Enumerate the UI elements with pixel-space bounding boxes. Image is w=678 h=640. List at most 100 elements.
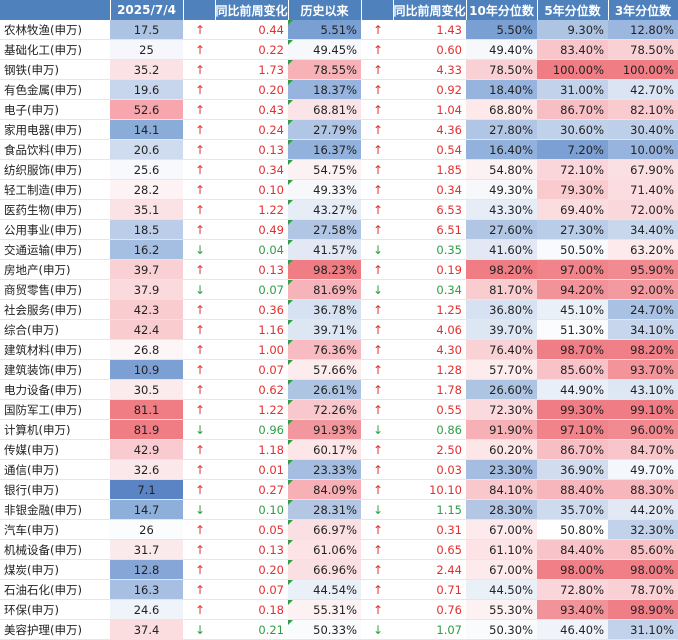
weekly-change-cell: 0.86 (393, 419, 466, 440)
percentile-3y-cell: 10.00% (608, 139, 678, 160)
industry-name-cell: 传媒(申万) (0, 439, 110, 460)
change-arrow-icon-text: ↑ (373, 262, 384, 277)
change-arrow-icon-text: ↑ (195, 142, 206, 157)
pe-value-cell: 35.1 (110, 199, 183, 220)
weekly-change-cell: 0.62 (215, 379, 288, 400)
weekly-change-cell-text: 0.96 (258, 422, 284, 437)
industry-name-cell-text: 交通运输(申万) (4, 242, 82, 257)
industry-name-cell-text: 国防军工(申万) (4, 402, 82, 417)
change-arrow-icon: ↑ (361, 99, 393, 120)
historical-percentile-cell-text: 5.51% (320, 22, 357, 37)
weekly-change-cell: 0.60 (393, 39, 466, 60)
weekly-change-cell-text: 1.28 (436, 362, 462, 377)
change-arrow-icon: ↑ (183, 259, 215, 280)
industry-name-cell-text: 建筑装饰(申万) (4, 362, 82, 377)
change-arrow-icon: ↑ (361, 339, 393, 360)
pe-value-cell-text: 26 (139, 522, 154, 537)
weekly-change-cell-text: 0.34 (258, 162, 284, 177)
percentile-10y-cell: 72.30% (466, 399, 537, 420)
percentile-10y-cell: 16.40% (466, 139, 537, 160)
change-arrow-icon: ↑ (183, 219, 215, 240)
weekly-change-cell: 0.01 (215, 459, 288, 480)
change-arrow-icon-text: ↓ (195, 282, 206, 297)
table-row: 计算机(申万) 81.9 ↓ 0.96 91.93% ↓ 0.86 91.90% 97.10% 9… (0, 419, 678, 440)
header-date: 2025/7/4 (110, 0, 184, 20)
green-corner-marker-icon (288, 400, 293, 405)
industry-name-cell-text: 美容护理(申万) (4, 622, 82, 637)
weekly-change-cell-text: 0.05 (258, 522, 284, 537)
percentile-10y-cell: 43.30% (466, 199, 537, 220)
industry-name-cell: 医药生物(申万) (0, 199, 110, 220)
change-arrow-icon-text: ↑ (373, 82, 384, 97)
historical-percentile-cell-text: 98.23% (313, 262, 357, 277)
percentile-10y-cell: 81.70% (466, 279, 537, 300)
change-arrow-icon-text: ↓ (195, 622, 206, 637)
percentile-3y-cell-text: 78.50% (630, 42, 674, 57)
historical-percentile-cell-text: 50.33% (313, 622, 357, 637)
historical-percentile-cell: 91.93% (288, 419, 361, 440)
weekly-change-cell: 1.00 (215, 339, 288, 360)
pe-value-cell-text: 81.9 (133, 422, 160, 437)
percentile-5y-cell: 86.70% (537, 99, 608, 120)
change-arrow-icon: ↑ (361, 219, 393, 240)
weekly-change-cell: 0.34 (393, 179, 466, 200)
percentile-3y-cell: 84.70% (608, 439, 678, 460)
weekly-change-cell: 0.31 (393, 519, 466, 540)
percentile-3y-cell-text: 44.20% (630, 502, 674, 517)
percentile-3y-cell: 82.10% (608, 99, 678, 120)
percentile-10y-cell: 68.80% (466, 99, 537, 120)
weekly-change-cell-text: 0.62 (258, 382, 284, 397)
percentile-5y-cell-text: 36.90% (560, 462, 604, 477)
percentile-3y-cell-text: 34.40% (630, 222, 674, 237)
table-row: 交通运输(申万) 16.2 ↓ 0.04 41.57% ↓ 0.35 41.60% 50.50%… (0, 239, 678, 260)
percentile-10y-cell: 49.40% (466, 39, 537, 60)
percentile-5y-cell: 86.70% (537, 439, 608, 460)
change-arrow-icon-text: ↑ (195, 102, 206, 117)
table-row: 通信(申万) 32.6 ↑ 0.01 23.33% ↑ 0.03 23.30% 36.90% 49… (0, 459, 678, 480)
percentile-10y-cell-text: 54.80% (489, 162, 533, 177)
percentile-10y-cell-text: 49.40% (489, 42, 533, 57)
industry-name-cell-text: 石油石化(申万) (4, 582, 82, 597)
weekly-change-cell-text: 0.34 (436, 282, 462, 297)
industry-name-cell: 计算机(申万) (0, 419, 110, 440)
weekly-change-cell-text: 0.54 (436, 142, 462, 157)
pe-value-cell: 25.6 (110, 159, 183, 180)
weekly-change-cell: 0.04 (215, 239, 288, 260)
industry-name-cell-text: 钢铁(申万) (4, 62, 59, 77)
percentile-3y-cell-text: 93.70% (630, 362, 674, 377)
change-arrow-icon: ↑ (361, 159, 393, 180)
weekly-change-cell-text: 4.33 (436, 62, 462, 77)
change-arrow-icon-text: ↑ (195, 222, 206, 237)
percentile-5y-cell-text: 85.60% (560, 362, 604, 377)
percentile-5y-cell-text: 31.00% (560, 82, 604, 97)
industry-name-cell-text: 计算机(申万) (4, 422, 71, 437)
weekly-change-cell-text: 0.65 (436, 542, 462, 557)
weekly-change-cell: 0.54 (393, 139, 466, 160)
green-corner-marker-icon (288, 280, 293, 285)
header-arrow-2 (361, 0, 394, 20)
industry-name-cell-text: 公用事业(申万) (4, 222, 82, 237)
change-arrow-icon-text: ↑ (373, 442, 384, 457)
change-arrow-icon: ↑ (361, 319, 393, 340)
weekly-change-cell: 0.35 (393, 239, 466, 260)
weekly-change-cell: 1.22 (215, 399, 288, 420)
weekly-change-cell-text: 1.78 (436, 382, 462, 397)
percentile-3y-cell-text: 72.00% (630, 202, 674, 217)
pe-value-cell-text: 14.7 (133, 502, 160, 517)
pe-value-cell-text: 35.2 (133, 62, 160, 77)
pe-value-cell-text: 19.6 (133, 82, 160, 97)
percentile-5y-cell-text: 27.30% (560, 222, 604, 237)
weekly-change-cell: 0.96 (215, 419, 288, 440)
pe-value-cell: 42.4 (110, 319, 183, 340)
percentile-3y-cell-text: 43.10% (630, 382, 674, 397)
header-3y-percentile: 3年分位数 (608, 0, 678, 20)
weekly-change-cell: 1.43 (393, 20, 466, 40)
historical-percentile-cell: 16.37% (288, 139, 361, 160)
percentile-3y-cell-text: 92.00% (630, 282, 674, 297)
pe-value-cell-text: 7.1 (137, 482, 156, 497)
industry-name-cell-text: 通信(申万) (4, 462, 59, 477)
green-corner-marker-icon (288, 100, 293, 105)
industry-name-cell: 国防军工(申万) (0, 399, 110, 420)
header-weekly-change-1: 同比前周变化 (215, 0, 289, 20)
green-corner-marker-icon (288, 420, 293, 425)
